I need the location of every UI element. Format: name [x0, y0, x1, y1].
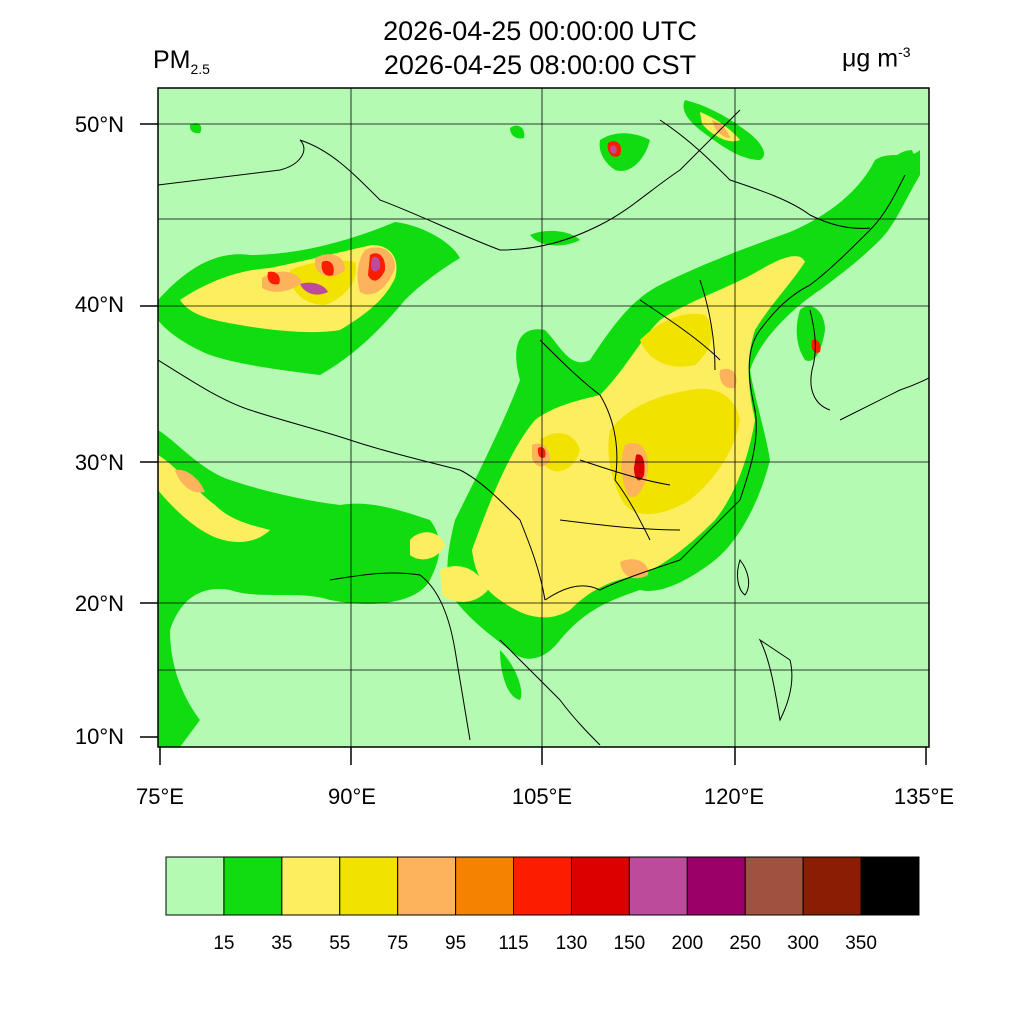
- colorbar-swatch: [802, 856, 862, 916]
- lat-tick-label: 30°N: [74, 450, 124, 475]
- colorbar-swatch: [744, 856, 804, 916]
- colorbar-swatch: [339, 856, 399, 916]
- lon-tick-label: 90°E: [328, 784, 376, 809]
- utc-time-title: 2026-04-25 00:00:00 UTC: [383, 16, 697, 46]
- colorbar-swatch: [513, 856, 572, 916]
- colorbar-label: 35: [271, 933, 293, 954]
- borders-coastlines: [158, 109, 929, 746]
- map-frame: [157, 87, 930, 748]
- colorbar-swatch: [628, 856, 688, 916]
- lat-tick-label: 40°N: [74, 292, 124, 317]
- local-time-title: 2026-04-25 08:00:00 CST: [383, 50, 697, 80]
- colorbar-swatch: [281, 856, 341, 916]
- colorbar-swatch: [570, 856, 630, 916]
- colorbar-label: 75: [387, 933, 409, 954]
- colorbar-label: 55: [329, 933, 351, 954]
- colorbar-label: 200: [671, 933, 704, 954]
- colorbar-label: 150: [613, 933, 646, 954]
- colorbar-label: 115: [498, 933, 529, 954]
- lon-tick-label: 105°E: [511, 784, 573, 809]
- graticule: [158, 88, 929, 747]
- concentration-field: [158, 100, 929, 747]
- colorbar-swatch: [397, 856, 457, 916]
- colorbar-swatch: [165, 856, 225, 916]
- colorbar-label: 130: [555, 933, 588, 954]
- lon-tick-label: 75°E: [136, 784, 184, 809]
- colorbar-label: 250: [729, 933, 762, 954]
- colorbar-label: 95: [445, 933, 467, 954]
- units-label: μg m-3: [842, 44, 911, 73]
- lon-tick-label: 120°E: [703, 784, 765, 809]
- colorbar: [165, 856, 920, 916]
- axis-ticks: [140, 123, 927, 765]
- colorbar-label: 15: [213, 933, 235, 954]
- colorbar-label: 350: [845, 933, 877, 954]
- lon-tick-label: 135°E: [893, 784, 955, 809]
- colorbar-swatch: [223, 856, 283, 916]
- colorbar-swatch: [455, 856, 515, 916]
- variable-label: PM2.5: [153, 46, 210, 77]
- colorbar-swatch: [686, 856, 746, 916]
- lat-tick-label: 20°N: [74, 591, 124, 616]
- lat-tick-label: 50°N: [74, 112, 124, 137]
- colorbar-label: 300: [787, 933, 819, 954]
- level-hotspots: [267, 120, 821, 481]
- lat-tick-label: 10°N: [74, 724, 124, 749]
- colorbar-swatch: [860, 856, 920, 916]
